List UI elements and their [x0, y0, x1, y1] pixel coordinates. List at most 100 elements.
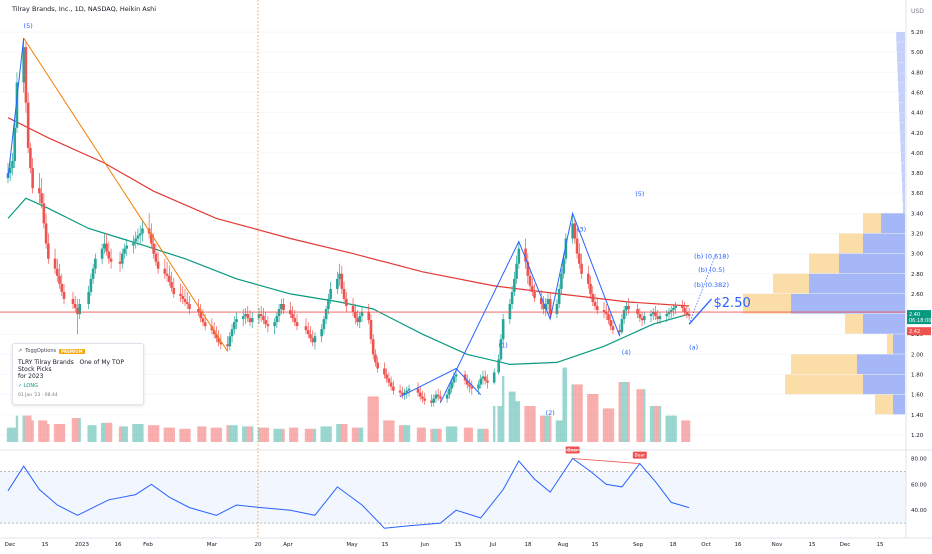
price-tick-label: 1.60 [911, 393, 924, 399]
volume-profile-upper-bar [901, 152, 905, 163]
volume-bar [15, 415, 19, 442]
candle-body [62, 291, 66, 299]
volume-bar [573, 384, 577, 442]
time-tick-label: Aug [558, 542, 569, 548]
candle-body [183, 298, 187, 302]
time-tick-label: 15 [809, 542, 816, 548]
candle-body [681, 306, 684, 309]
rsi-tick-label: 40.00 [911, 508, 927, 514]
trade-idea-card[interactable]: ↗ ToggOptions PREMIUM TLRY Tilray Brands… [12, 343, 144, 405]
price-tick-label: 1.80 [911, 373, 924, 379]
candle-body [654, 312, 657, 317]
volume-bar [587, 394, 590, 442]
candle-body [91, 268, 95, 279]
volume-profile-down-bar [839, 233, 863, 254]
rsi-band [0, 471, 906, 524]
volume-bar [540, 415, 543, 442]
volume-profile-up-bar [893, 394, 905, 415]
candle-body [586, 273, 590, 284]
candle-body [499, 339, 503, 360]
time-tick-label: Nov [772, 542, 783, 548]
candle-body [259, 314, 263, 317]
candle-body [24, 47, 28, 103]
volume-bar [667, 415, 671, 442]
time-tick-label: 18 [670, 542, 677, 548]
candle-body [185, 301, 189, 304]
candle-body [593, 301, 597, 307]
candle-body [244, 314, 247, 317]
candle-body [640, 318, 644, 321]
candle-body [418, 392, 422, 397]
wave-label: (5) [635, 190, 644, 198]
idea-author[interactable]: ToggOptions [25, 348, 57, 354]
volume-bar [434, 428, 438, 442]
volume-bar [89, 425, 93, 442]
candle-body [539, 297, 543, 304]
candle-body [163, 268, 167, 274]
price-tick-label: 1.40 [911, 413, 924, 419]
candle-body [345, 298, 348, 307]
volume-bar [656, 406, 659, 442]
candle-body [450, 382, 453, 389]
candle-body [107, 251, 111, 259]
volume-bar [87, 425, 90, 442]
candle-body [73, 304, 77, 309]
time-tick-label: Dec [5, 542, 16, 548]
volume-bar [672, 415, 675, 442]
volume-bar [91, 425, 95, 442]
volume-bar [277, 428, 281, 442]
volume-bar [13, 427, 16, 442]
volume-bar [618, 382, 621, 442]
volume-bar [479, 428, 482, 442]
volume-bar [47, 424, 50, 442]
candle-body [273, 322, 276, 327]
divergence-badge [632, 451, 647, 459]
candle-body [575, 238, 579, 254]
volume-bar [571, 384, 574, 442]
volume-profile-upper-bar [902, 193, 905, 203]
candle-body [132, 241, 135, 246]
candle-body [338, 273, 341, 279]
chart-title: Tilray Brands, Inc., 1D, NASDAQ, Heikin … [11, 5, 156, 13]
candle-body [340, 273, 344, 289]
candle-body [226, 344, 229, 347]
candle-body [78, 304, 81, 315]
volume-bar [212, 427, 216, 442]
time-tick-label: 15 [592, 542, 599, 548]
price-axis-badge [907, 316, 931, 325]
candle-body [607, 314, 610, 321]
volume-profile-up-bar [893, 334, 905, 354]
volume-bar [445, 426, 449, 442]
candle-body [291, 314, 294, 319]
candle-body [544, 304, 548, 310]
volume-bar [454, 426, 458, 442]
candle-body [360, 312, 364, 317]
wave-label: (3) [577, 225, 586, 233]
candle-body [636, 309, 639, 315]
candle-body [589, 283, 592, 294]
candle-body [604, 312, 608, 315]
candle-body [15, 82, 19, 128]
volume-bar [499, 406, 503, 442]
volume-bar [62, 424, 66, 442]
candle-body [42, 203, 46, 224]
ma-fast-line [7, 197, 690, 366]
candle-body [203, 322, 207, 327]
candle-body [327, 298, 330, 310]
price-axis-badge-text: 2.40 [909, 312, 920, 318]
volume-profile-upper-bar [896, 42, 905, 52]
candle-body [248, 318, 252, 323]
volume-bar [304, 428, 308, 442]
volume-bar [484, 428, 487, 442]
volume-bar [562, 367, 565, 442]
time-tick-label: 18 [525, 542, 532, 548]
candle-body [470, 386, 474, 389]
volume-profile-up-bar [809, 273, 905, 294]
volume-profile-upper-bar [899, 112, 905, 123]
time-tick-label: Dec [840, 542, 851, 548]
volume-bar [611, 408, 615, 442]
candle-body [685, 312, 689, 315]
candle-body [170, 281, 173, 288]
price-tick-label: 3.00 [911, 252, 924, 258]
